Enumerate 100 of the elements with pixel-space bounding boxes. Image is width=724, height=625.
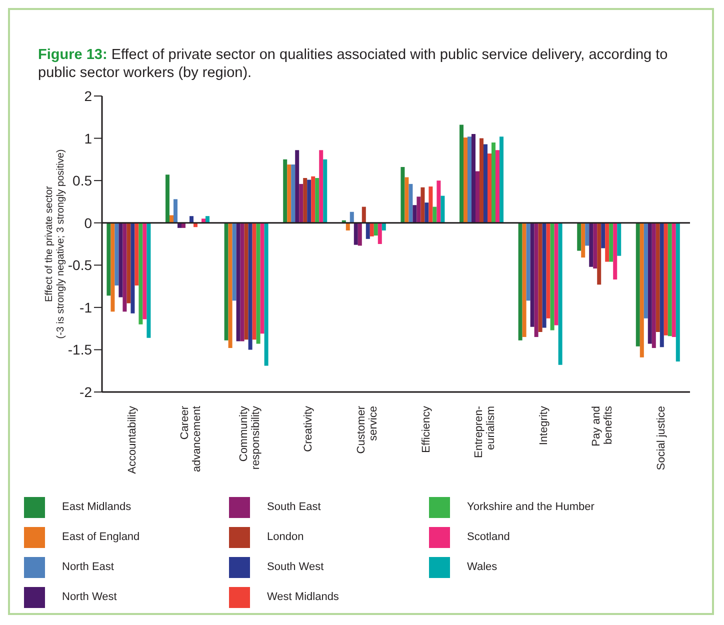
bar xyxy=(480,138,484,223)
x-tick-label: Efficiency xyxy=(420,406,432,453)
bar xyxy=(601,222,606,248)
bar xyxy=(228,222,232,348)
y-tick-label: -1 xyxy=(80,299,92,316)
bar xyxy=(605,222,610,262)
bar xyxy=(106,222,111,296)
bar xyxy=(252,222,256,340)
bar xyxy=(476,171,480,223)
x-tick-label: Customer service xyxy=(355,406,380,454)
bar xyxy=(644,222,648,318)
legend-label: East of England xyxy=(62,531,140,543)
bar xyxy=(236,222,240,342)
bar xyxy=(484,144,488,223)
legend-label: North West xyxy=(62,591,117,603)
bar xyxy=(424,202,429,223)
bar xyxy=(122,222,127,312)
bar xyxy=(464,137,468,223)
bar xyxy=(416,196,421,223)
bar xyxy=(346,222,350,230)
bar xyxy=(138,222,143,324)
bar xyxy=(460,124,464,223)
bar xyxy=(436,180,441,223)
x-tick-label: Creativity xyxy=(302,406,315,452)
bar xyxy=(358,222,362,246)
bar xyxy=(440,196,445,223)
bar xyxy=(554,222,558,326)
bar xyxy=(428,186,433,223)
bar xyxy=(538,222,542,332)
bar xyxy=(412,205,417,223)
bar xyxy=(362,206,366,223)
bar xyxy=(283,159,288,223)
bar xyxy=(526,222,530,301)
bar xyxy=(593,222,598,269)
bar xyxy=(676,222,680,362)
y-tick-label: -0.5 xyxy=(68,257,92,274)
bar xyxy=(311,176,316,223)
bar xyxy=(264,222,268,366)
bar xyxy=(174,199,178,223)
legend-label: South West xyxy=(267,561,324,573)
bar xyxy=(546,222,550,318)
bar xyxy=(558,222,562,365)
bar xyxy=(287,164,292,223)
bar xyxy=(500,136,504,223)
bar xyxy=(613,222,618,280)
bar xyxy=(432,206,437,223)
bar xyxy=(550,222,554,330)
legend-label: London xyxy=(267,531,304,543)
bar xyxy=(114,222,119,286)
x-tick-label: Entrepren- eurialism xyxy=(473,406,498,458)
legend-label: East Midlands xyxy=(62,501,132,513)
bar xyxy=(652,222,656,348)
y-tick-label: -1.5 xyxy=(68,342,92,358)
bar xyxy=(577,222,582,251)
bar xyxy=(248,222,252,350)
bar xyxy=(295,150,300,223)
bar xyxy=(126,222,131,304)
bar xyxy=(400,167,405,223)
bar xyxy=(472,134,476,223)
bar xyxy=(672,222,676,338)
bar xyxy=(404,177,409,223)
bar xyxy=(110,222,115,312)
y-tick-label: 0.5 xyxy=(72,172,92,189)
y-tick-label: 2 xyxy=(84,88,92,104)
bar xyxy=(382,222,386,230)
bar xyxy=(134,222,139,286)
chart-title: Figure 13: Effect of private sector on qualities associated with public service delivery, according to public sector workers (by region). xyxy=(37,46,669,82)
bar xyxy=(374,222,378,236)
bar xyxy=(640,222,644,358)
bar xyxy=(668,222,672,336)
bar xyxy=(420,187,425,223)
bar xyxy=(354,222,358,245)
bar xyxy=(319,150,324,223)
legend-label: North East xyxy=(62,561,114,573)
x-tick-label: Social justice xyxy=(655,406,668,470)
bar xyxy=(166,174,170,223)
bar xyxy=(656,222,660,332)
bar xyxy=(617,222,622,256)
bar xyxy=(585,222,590,246)
bar xyxy=(518,222,522,340)
bar xyxy=(224,222,228,340)
bar xyxy=(323,159,328,223)
bar xyxy=(291,164,296,223)
y-tick-label: -2 xyxy=(80,384,92,400)
bar xyxy=(468,136,472,223)
x-tick-label: Integrity xyxy=(538,406,550,446)
bar xyxy=(366,222,370,239)
bar xyxy=(142,222,147,320)
bar xyxy=(350,212,354,223)
bar xyxy=(542,222,546,328)
bar xyxy=(597,222,602,285)
bar xyxy=(260,222,264,334)
legend-label: Scotland xyxy=(467,531,510,543)
x-tick-label: Pay and benefits xyxy=(590,406,615,446)
bar xyxy=(636,222,640,346)
bar xyxy=(378,222,382,244)
bar xyxy=(660,222,664,348)
bar xyxy=(232,222,236,301)
bar xyxy=(130,222,135,314)
bar xyxy=(522,222,526,338)
